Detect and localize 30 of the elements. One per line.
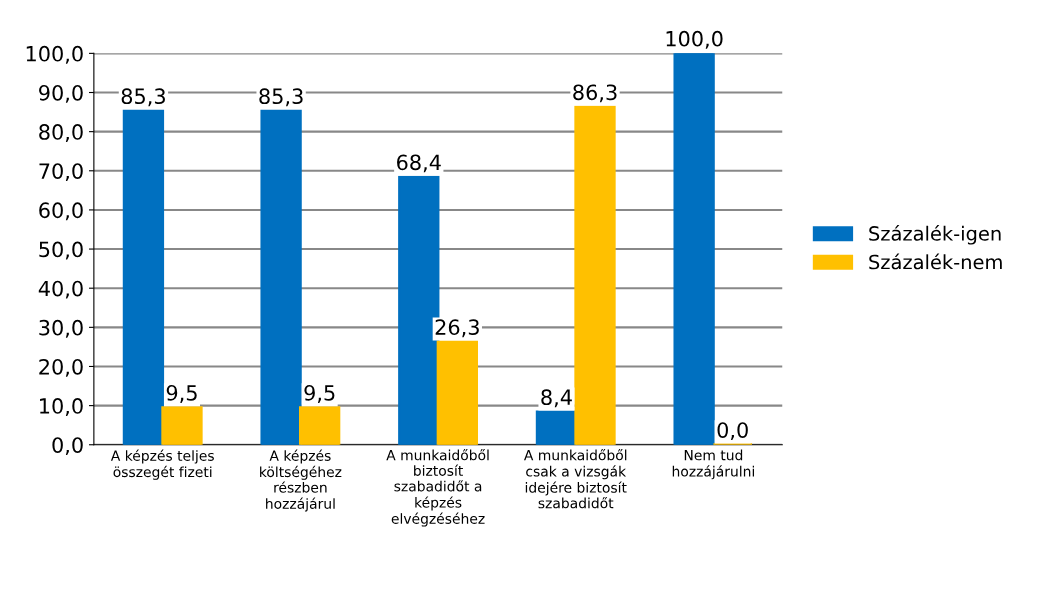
data-label: 85,3 <box>121 88 165 107</box>
data-label: 100,0 <box>666 30 723 49</box>
x-tick-label: A képzés költségéhez részben hozzájárul <box>260 449 342 512</box>
y-tick-label: 10,0 <box>40 398 83 416</box>
x-tick-label: A munkaidőből csak a vizsgák idejére biztosít szabadidőt <box>523 449 627 509</box>
y-tick-label: 20,0 <box>39 358 83 377</box>
data-label: 68,4 <box>397 154 441 173</box>
y-tick-label: 0,0 <box>52 437 83 456</box>
data-label: 9,5 <box>166 385 197 403</box>
legend-label: Százalék-igen <box>869 224 1001 245</box>
y-tick-label: 100,0 <box>26 45 83 64</box>
y-tick-label: 50,0 <box>39 241 83 260</box>
y-tick-label: 80,0 <box>39 124 83 142</box>
y-tick-label: 90,0 <box>39 84 83 103</box>
y-tick-label: 40,0 <box>38 280 83 299</box>
x-tick-label: A munkaidőből biztosít szabadidőt a képzés elvégzéséhez <box>386 449 489 527</box>
bar <box>436 340 478 445</box>
data-label: 0,0 <box>717 422 748 441</box>
legend-label: Százalék-nem <box>869 253 1002 270</box>
y-tick-label: 60,0 <box>39 202 83 221</box>
bar <box>260 109 302 445</box>
x-tick-label: A képzés teljes összegét fizeti <box>110 449 214 480</box>
data-label: 86,3 <box>573 84 617 103</box>
data-label: 8,4 <box>541 389 572 408</box>
x-tick-label: Nem tud hozzájárulni <box>672 449 755 480</box>
data-label: 85,3 <box>259 88 303 107</box>
data-label: 9,5 <box>304 385 335 403</box>
y-tick-label: 30,0 <box>39 319 83 338</box>
y-tick-label: 70,0 <box>39 163 83 182</box>
data-label: 26,3 <box>435 319 479 338</box>
